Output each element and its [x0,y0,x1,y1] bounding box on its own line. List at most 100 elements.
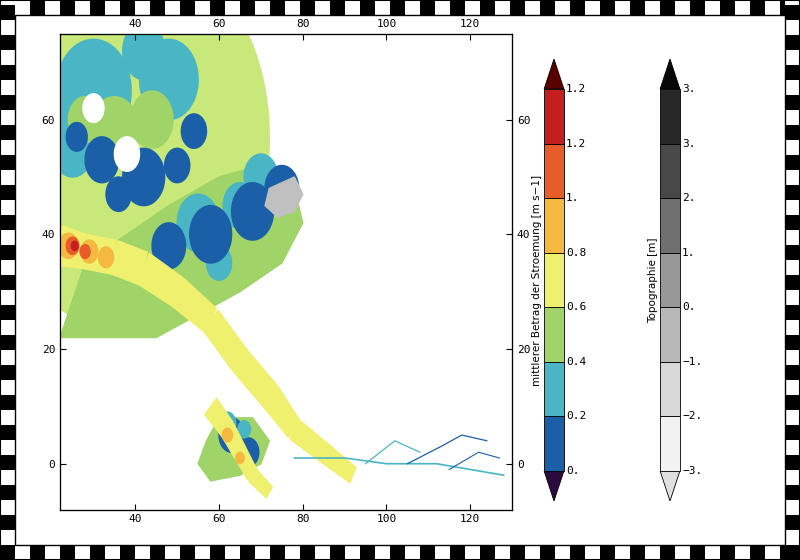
Bar [785,320,800,335]
Polygon shape [0,0,270,332]
Bar [660,143,680,198]
Bar [0,5,15,20]
Text: 3.: 3. [682,138,696,148]
Bar [555,545,570,560]
Bar [0,110,15,125]
Bar [785,95,800,110]
Bar [420,0,435,15]
Polygon shape [35,85,68,131]
Bar [450,545,465,560]
Bar [785,530,800,545]
Bar [544,198,564,253]
Bar [645,0,660,15]
Bar [785,485,800,500]
Text: 0.4: 0.4 [566,357,586,367]
Bar [785,140,800,155]
Text: 0.: 0. [682,302,696,312]
Bar [165,545,180,560]
Bar [180,545,195,560]
Bar [780,0,795,15]
Bar [0,350,15,365]
Bar [795,0,800,15]
Bar [480,0,495,15]
Polygon shape [122,148,165,206]
Bar [0,410,15,425]
Polygon shape [205,398,233,437]
Bar [0,425,15,440]
Bar [0,20,15,35]
Bar [0,185,15,200]
Polygon shape [198,418,270,481]
Polygon shape [660,471,680,501]
Bar [0,50,15,65]
Bar [180,0,195,15]
Bar [720,545,735,560]
Bar [0,170,15,185]
Polygon shape [83,235,116,274]
Polygon shape [59,233,78,258]
Bar [465,545,480,560]
Text: 0.: 0. [566,466,579,476]
Polygon shape [60,166,302,338]
Bar [785,215,800,230]
Bar [465,0,480,15]
Bar [0,500,15,515]
Bar [45,545,60,560]
Bar [0,155,15,170]
Polygon shape [182,114,206,148]
Bar [570,0,585,15]
Bar [495,0,510,15]
Bar [660,89,680,143]
Bar [785,380,800,395]
Bar [120,545,135,560]
Bar [510,0,525,15]
Bar [375,0,390,15]
Text: 0.2: 0.2 [566,412,586,422]
Polygon shape [190,206,231,263]
Bar [785,80,800,95]
Bar [390,0,405,15]
Text: 1.: 1. [566,193,579,203]
Bar [630,545,645,560]
Polygon shape [98,247,114,268]
Bar [15,0,30,15]
Bar [75,545,90,560]
Bar [30,0,45,15]
Bar [660,362,680,417]
Bar [345,545,360,560]
Polygon shape [206,246,231,280]
Polygon shape [139,39,198,120]
Polygon shape [219,418,244,452]
Bar [544,307,564,362]
Polygon shape [265,166,298,211]
Bar [285,0,300,15]
Bar [615,0,630,15]
Bar [735,545,750,560]
Bar [785,260,800,275]
Polygon shape [219,412,236,435]
Polygon shape [244,154,278,200]
Bar [0,275,15,290]
Bar [600,545,615,560]
Bar [720,0,735,15]
Bar [210,545,225,560]
Polygon shape [90,97,139,166]
Bar [0,515,15,530]
Bar [480,545,495,560]
Bar [0,335,15,350]
Bar [785,170,800,185]
Bar [225,0,240,15]
Bar [544,253,564,307]
Bar [785,35,800,50]
Text: 1.2: 1.2 [566,138,586,148]
Polygon shape [233,349,276,406]
Bar [0,290,15,305]
Bar [0,380,15,395]
Bar [15,545,30,560]
Bar [765,0,780,15]
Bar [0,215,15,230]
Bar [660,417,680,471]
Bar [405,545,420,560]
Bar [90,0,105,15]
Bar [0,395,15,410]
